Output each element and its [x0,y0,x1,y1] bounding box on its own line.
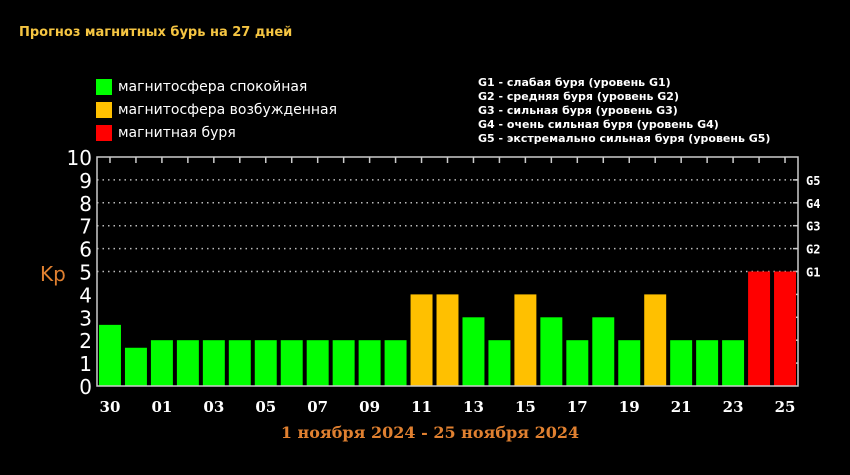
g-legend-item: G3 - сильная буря (уровень G3) [478,104,678,117]
x-tick-label: 09 [359,398,380,416]
right-tick-label: G4 [806,197,820,211]
legend-swatch [96,101,112,118]
right-tick-label: G2 [806,243,820,257]
right-tick-label: G1 [806,266,820,280]
x-tick-label: 01 [151,398,172,416]
status-legend: магнитосфера спокойная магнитосфера возб… [96,75,337,144]
bar-07 [306,340,329,386]
bar-02 [176,340,199,386]
x-tick-label: 25 [775,398,796,416]
bar-30 [99,324,121,386]
bar-23 [722,340,745,386]
bar-24 [748,271,771,386]
x-tick-label: 11 [411,398,432,416]
bar-12 [436,294,459,386]
bar-22 [696,340,719,386]
g-legend-item: G5 - экстремально сильная буря (уровень … [478,132,771,145]
x-tick-label: 30 [100,398,121,416]
bar-08 [332,340,355,386]
y-tick-label: 2 [79,329,92,353]
x-tick-label: 03 [203,398,224,416]
legend-label: магнитная буря [118,124,236,141]
legend-label: магнитосфера возбужденная [118,101,338,118]
g-level-legend: G1 - слабая буря (уровень G1) G2 - средн… [478,76,770,146]
legend-item-active: магнитосфера возбужденная [96,98,337,121]
y-tick-label: 3 [79,306,92,330]
page-title: Прогноз магнитных бурь на 27 дней [19,25,293,40]
x-tick-label: 17 [567,398,588,416]
bar-06 [280,340,303,386]
y-tick-label: 7 [79,215,92,239]
bar-10 [384,340,407,386]
bar-16 [540,317,563,386]
y-tick-label: 8 [79,192,92,216]
g-legend-item: G2 - средняя буря (уровень G2) [478,90,679,103]
bar-31 [124,347,147,386]
y-tick-label: 0 [79,375,92,399]
right-tick-label: G5 [806,174,820,188]
bar-17 [566,340,589,386]
x-tick-label: 21 [671,398,692,416]
y-tick-label: 6 [79,238,92,262]
x-axis-label: 1 ноября 2024 - 25 ноября 2024 [281,423,579,442]
y-tick-label: 9 [79,169,92,193]
bar-14 [488,340,511,386]
bar-11 [410,294,433,386]
y-tick-label: 1 [79,352,92,376]
plot-frame [96,156,799,387]
legend-swatch [96,78,112,95]
legend-item-quiet: магнитосфера спокойная [96,75,337,98]
bar-03 [202,340,225,386]
y-tick-label: 4 [79,283,92,307]
bar-25 [774,271,796,386]
x-tick-label: 23 [723,398,744,416]
y-tick-label: 5 [79,261,92,285]
x-tick-label: 19 [619,398,640,416]
bar-21 [670,340,693,386]
x-tick-label: 07 [307,398,328,416]
x-tick-label: 15 [515,398,536,416]
bar-15 [514,294,537,386]
g-legend-item: G4 - очень сильная буря (уровень G4) [478,118,719,131]
legend-label: магнитосфера спокойная [118,78,308,95]
g-legend-item: G1 - слабая буря (уровень G1) [478,76,671,89]
legend-item-storm: магнитная буря [96,121,337,144]
right-tick-label: G3 [806,220,820,234]
bar-09 [358,340,381,386]
x-tick-label: 13 [463,398,484,416]
bar-04 [228,340,251,386]
bar-13 [462,317,485,386]
bar-20 [644,294,667,386]
x-tick-label: 05 [255,398,276,416]
legend-swatch [96,124,112,141]
bar-19 [618,340,641,386]
y-axis-label: Kp [40,262,66,286]
bar-05 [254,340,277,386]
y-tick-label: 10 [67,146,92,170]
bar-18 [592,317,615,386]
bar-01 [150,340,173,386]
